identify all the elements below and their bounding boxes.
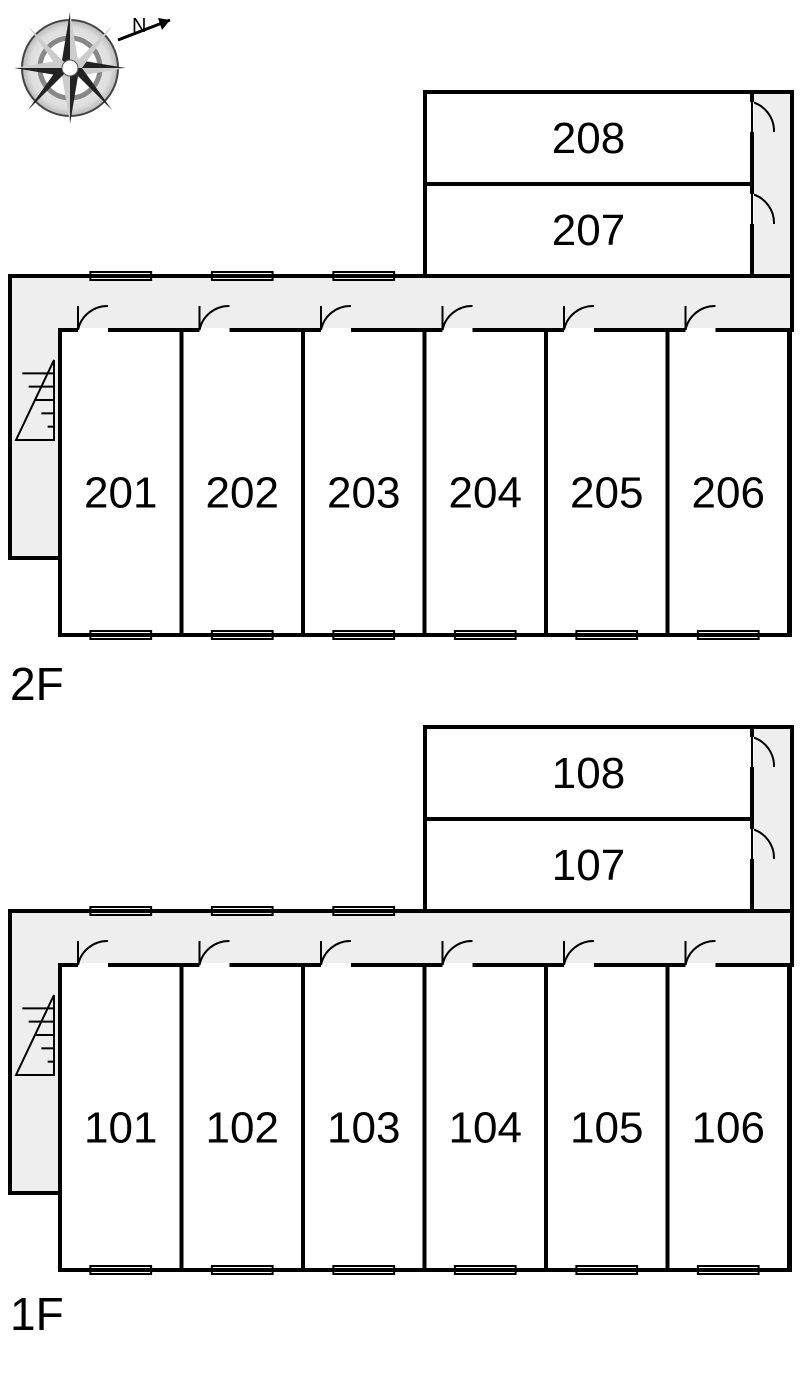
- unit-label: 204: [449, 469, 522, 518]
- unit-label: 208: [552, 114, 625, 163]
- unit-label: 207: [552, 206, 625, 255]
- floor-label: 1F: [10, 1288, 64, 1340]
- unit-label: 206: [692, 469, 765, 518]
- corridor: [10, 911, 792, 965]
- unit-label: 108: [552, 749, 625, 798]
- unit-label: 202: [206, 469, 279, 518]
- unit-label: 203: [327, 469, 400, 518]
- compass-n-label: N: [132, 15, 146, 37]
- unit-label: 103: [327, 1104, 400, 1153]
- corridor: [10, 276, 792, 330]
- floor-1F: 108 107 101 102 103 104 105 106 1F: [10, 727, 792, 1340]
- unit-label: 107: [552, 841, 625, 890]
- unit-label: 101: [84, 1104, 157, 1153]
- unit-label: 205: [570, 469, 643, 518]
- floor-plan: N 208 207 201 202 203 204 205 206 2F 108 107 101 102…: [0, 0, 800, 1373]
- unit-label: 105: [570, 1104, 643, 1153]
- compass-icon: N: [14, 12, 170, 124]
- unit-label: 201: [84, 469, 157, 518]
- floor-label: 2F: [10, 658, 64, 710]
- unit-label: 104: [449, 1104, 522, 1153]
- unit-label: 106: [692, 1104, 765, 1153]
- floor-2F: 208 207 201 202 203 204 205 206 2F: [10, 92, 792, 710]
- unit-label: 102: [206, 1104, 279, 1153]
